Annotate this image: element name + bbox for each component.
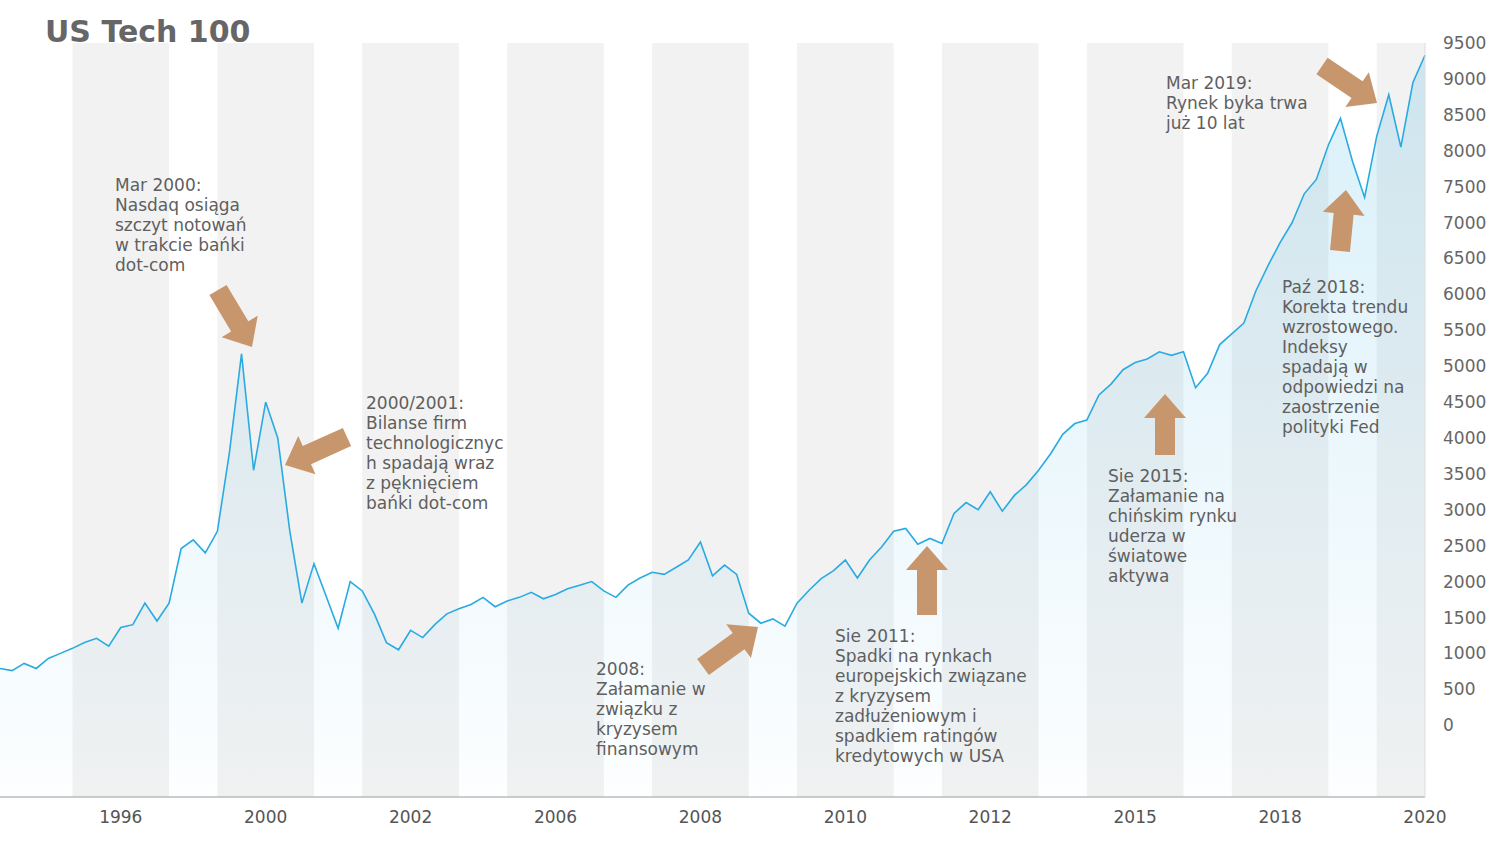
svg-text:500: 500 xyxy=(1443,679,1475,699)
svg-text:1500: 1500 xyxy=(1443,608,1486,628)
html-text:US Tech 100: US Tech 100 xyxy=(45,14,251,49)
svg-text:6500: 6500 xyxy=(1443,248,1486,268)
svg-text:4500: 4500 xyxy=(1443,392,1486,412)
html-text:Paź 2018: Korekta trendu wzros: Paź 2018: Korekta trendu wzrostowego. In… xyxy=(1282,277,1409,437)
svg-text:2018: 2018 xyxy=(1258,807,1301,827)
svg-text:2015: 2015 xyxy=(1114,807,1157,827)
svg-text:2020: 2020 xyxy=(1403,807,1446,827)
svg-text:7500: 7500 xyxy=(1443,177,1486,197)
html-text:2000/2001: Bilanse firm techno: 2000/2001: Bilanse firm technologicznyc … xyxy=(366,393,504,513)
svg-text:9000: 9000 xyxy=(1443,69,1486,89)
svg-text:6000: 6000 xyxy=(1443,284,1486,304)
html-text:Sie 2015: Załamanie na chiński: Sie 2015: Załamanie na chińskim rynku ud… xyxy=(1108,466,1237,586)
svg-text:4000: 4000 xyxy=(1443,428,1486,448)
svg-text:2006: 2006 xyxy=(534,807,577,827)
svg-text:3500: 3500 xyxy=(1443,464,1486,484)
svg-text:2000: 2000 xyxy=(1443,572,1486,592)
svg-text:1000: 1000 xyxy=(1443,643,1486,663)
svg-text:7000: 7000 xyxy=(1443,213,1486,233)
svg-text:2500: 2500 xyxy=(1443,536,1486,556)
svg-text:2000: 2000 xyxy=(244,807,287,827)
svg-text:8500: 8500 xyxy=(1443,105,1486,125)
svg-text:1996: 1996 xyxy=(99,807,142,827)
html-text:2008: Załamanie w związku z kr: 2008: Załamanie w związku z kryzysem fin… xyxy=(596,659,706,759)
svg-text:2012: 2012 xyxy=(969,807,1012,827)
html-text:Sie 2011: Spadki na rynkach eu: Sie 2011: Spadki na rynkach europejskich… xyxy=(835,626,1027,766)
svg-text:3000: 3000 xyxy=(1443,500,1486,520)
svg-text:2010: 2010 xyxy=(824,807,867,827)
html-text:Mar 2000: Nasdaq osiąga szczyt: Mar 2000: Nasdaq osiąga szczyt notowań w… xyxy=(115,175,247,275)
svg-text:0: 0 xyxy=(1443,715,1454,735)
svg-text:2008: 2008 xyxy=(679,807,722,827)
html-text:Mar 2019: Rynek byka trwa już: Mar 2019: Rynek byka trwa już 10 lat xyxy=(1166,73,1308,133)
svg-text:2002: 2002 xyxy=(389,807,432,827)
svg-text:5500: 5500 xyxy=(1443,320,1486,340)
svg-text:8000: 8000 xyxy=(1443,141,1486,161)
svg-text:9500: 9500 xyxy=(1443,33,1486,53)
svg-text:5000: 5000 xyxy=(1443,356,1486,376)
